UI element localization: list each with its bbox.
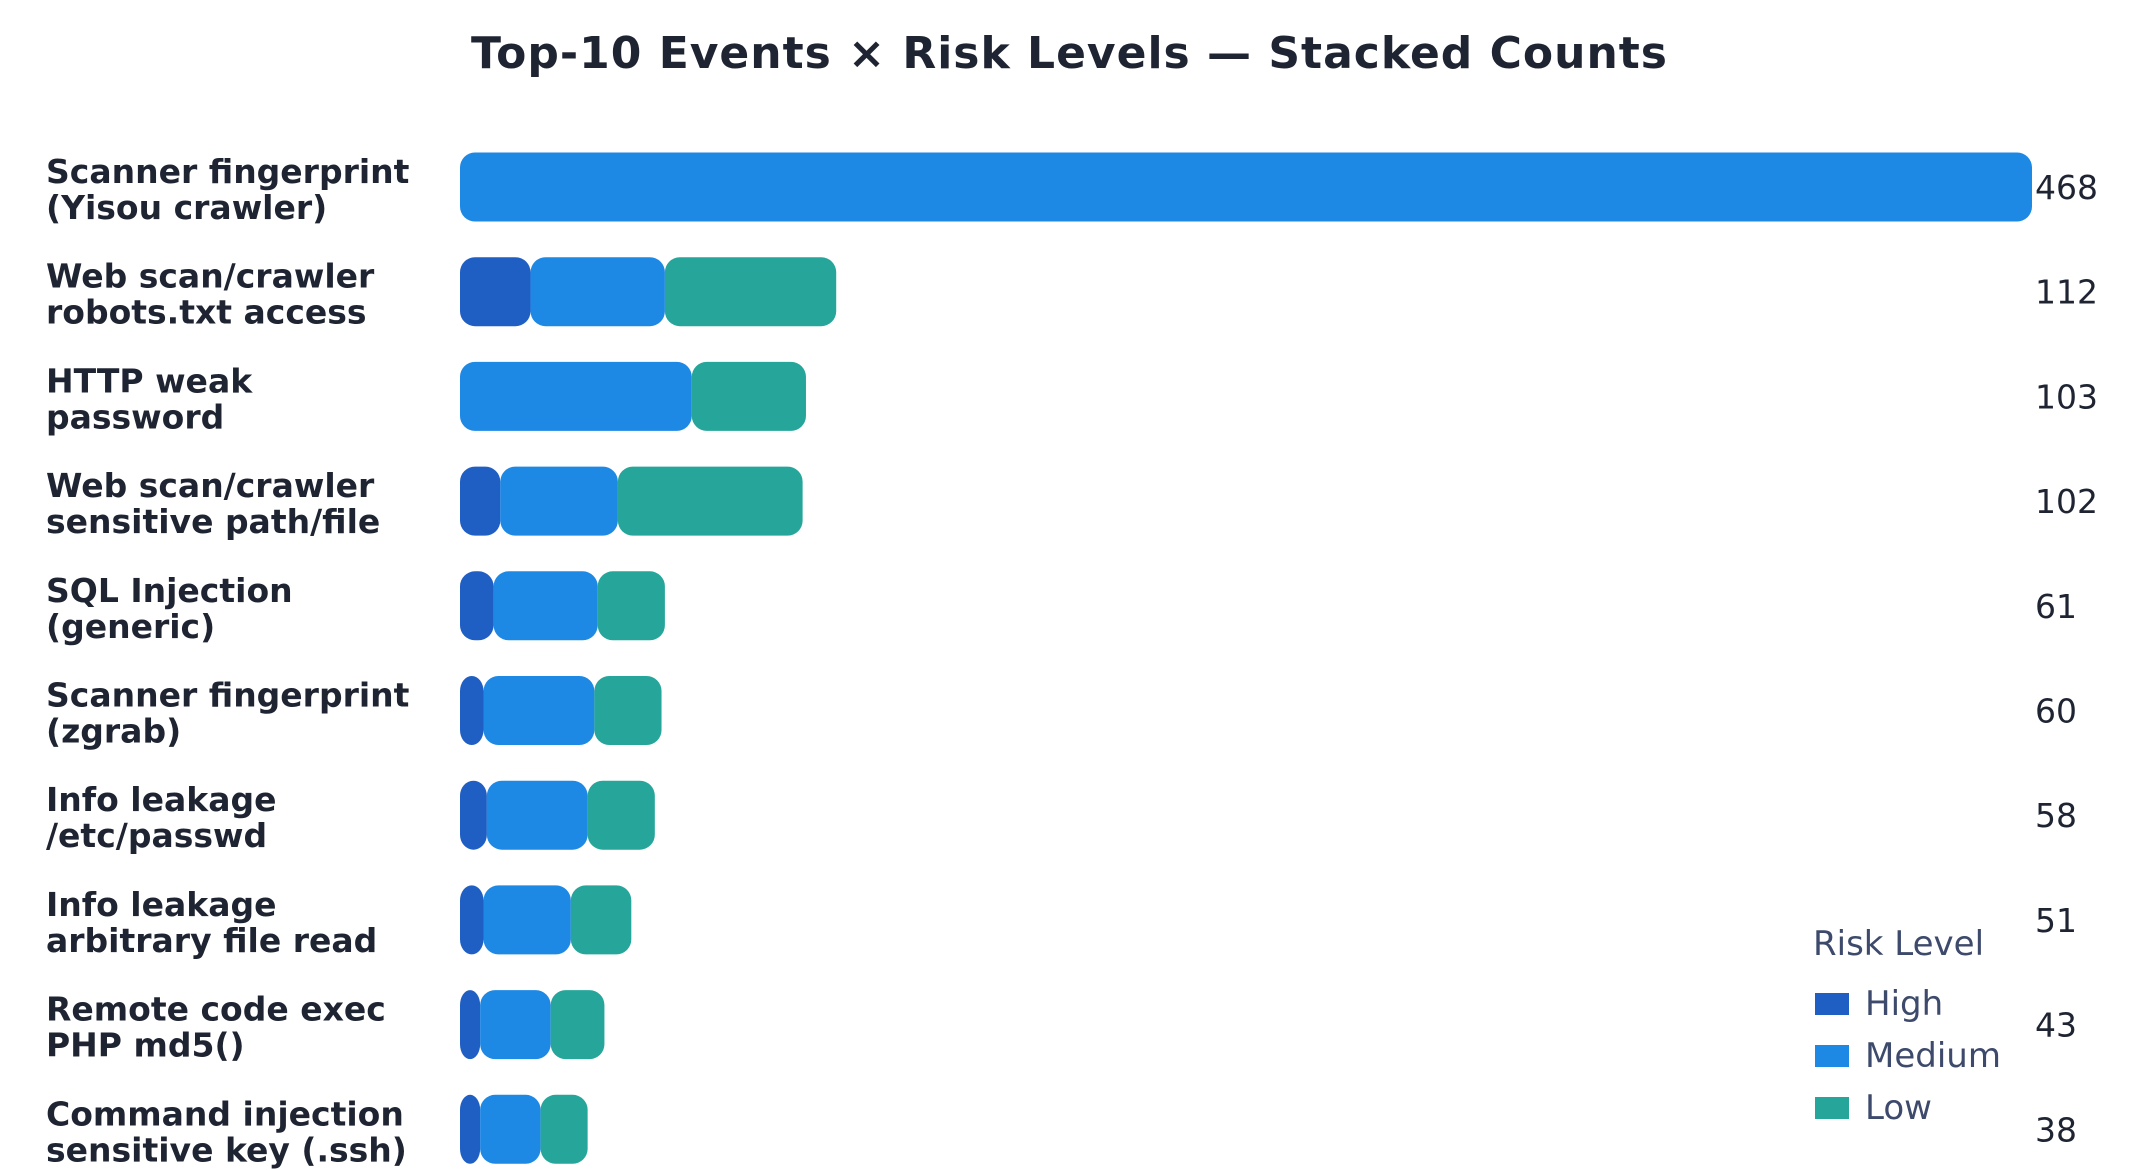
total-label: 58 xyxy=(2035,796,2077,835)
category-label-line: Info leakage xyxy=(46,885,276,924)
bar-group: Info leakage/etc/passwd 58 xyxy=(46,780,2077,855)
category-label: Web scan/crawler sensitive path/file xyxy=(46,466,380,541)
bar-segment-low xyxy=(664,257,837,327)
bar-segment-high xyxy=(460,676,484,745)
total-label: 61 xyxy=(2035,587,2077,626)
bar-segment-low xyxy=(587,780,655,850)
chart-title: Top-10 Events × Risk Levels — Stacked Co… xyxy=(470,28,1668,79)
bar-group: Web scan/crawler sensitive path/file 102 xyxy=(46,466,2098,541)
category-label-line: sensitive key (.ssh) xyxy=(46,1130,407,1169)
category-label-line: PHP md5() xyxy=(46,1026,245,1065)
total-label: 112 xyxy=(2035,273,2098,312)
bar-segment-high xyxy=(460,990,481,1060)
category-label-line: SQL Injection xyxy=(46,571,293,610)
bar-segment-low xyxy=(594,676,662,745)
category-label-line: /etc/passwd xyxy=(46,816,267,855)
bar-segment-low xyxy=(617,466,803,536)
category-label-line: Command injection xyxy=(46,1094,404,1133)
legend-title: Risk Level xyxy=(1813,924,1984,964)
bar-segment-medium xyxy=(460,361,692,431)
total-label: 468 xyxy=(2035,168,2098,207)
total-label: 103 xyxy=(2035,377,2098,416)
category-label-line: (generic) xyxy=(46,607,215,646)
bar-segment-medium xyxy=(500,466,618,536)
category-label: Scanner fingerprint (zgrab) xyxy=(46,676,410,751)
total-label: 60 xyxy=(2035,692,2077,731)
bar-group: Info leakage arbitrary file read 51 xyxy=(46,885,2077,960)
legend-swatch-low xyxy=(1815,1097,1849,1119)
bar-segment-medium xyxy=(460,152,2032,222)
category-label-line: HTTP weak xyxy=(46,361,253,400)
bar-group: Remote code exec PHP md5() 43 xyxy=(46,990,2077,1065)
category-label: Scanner fingerprint (Yisou crawler) xyxy=(46,152,410,227)
bar-segment-medium xyxy=(483,676,595,745)
bar-segment-low xyxy=(540,1094,588,1164)
bar-segment-medium xyxy=(483,885,571,955)
category-label-line: robots.txt access xyxy=(46,293,367,332)
bar-segment-low xyxy=(550,990,605,1060)
legend-label-low: Low xyxy=(1865,1088,1932,1128)
legend-swatch-medium xyxy=(1815,1045,1849,1067)
category-label: Command injection sensitive key (.ssh) xyxy=(46,1094,407,1169)
bar-segment-medium xyxy=(486,780,588,850)
legend-label-medium: Medium xyxy=(1865,1036,2001,1076)
category-label-line: Scanner fingerprint xyxy=(46,676,410,715)
bar-segment-medium xyxy=(530,257,665,327)
total-label: 102 xyxy=(2035,482,2098,521)
category-label: Info leakage/etc/passwd xyxy=(46,780,276,855)
category-label-line: Web scan/crawler xyxy=(46,257,375,296)
legend: Risk Level High Medium Low xyxy=(1813,924,2001,1128)
category-label: Remote code exec PHP md5() xyxy=(46,990,386,1065)
bar-segment-high xyxy=(460,466,501,536)
category-label-line: Remote code exec xyxy=(46,990,386,1029)
category-label-line: Web scan/crawler xyxy=(46,466,375,505)
category-label-line: password xyxy=(46,397,224,436)
bar-segment-medium xyxy=(480,990,551,1060)
bar-group: Web scan/crawler robots.txt access 112 xyxy=(46,257,2098,332)
category-label-line: (zgrab) xyxy=(46,712,181,751)
total-label: 51 xyxy=(2035,901,2077,940)
legend-label-high: High xyxy=(1865,984,1943,1024)
bar-group: HTTP weak password 103 xyxy=(46,361,2098,436)
bar-group: SQL Injection (generic) 61 xyxy=(46,571,2077,646)
category-label-line: Info leakage xyxy=(46,780,276,819)
category-label: SQL Injection (generic) xyxy=(46,571,293,646)
bar-group: Scanner fingerprint (Yisou crawler) 468 xyxy=(46,152,2098,227)
category-label-line: sensitive path/file xyxy=(46,502,380,541)
bar-group: Command injection sensitive key (.ssh) 38 xyxy=(46,1094,2077,1169)
bar-segment-high xyxy=(460,1094,481,1164)
category-label: HTTP weak password xyxy=(46,361,253,436)
bar-segment-high xyxy=(460,780,487,850)
category-label-line: (Yisou crawler) xyxy=(46,188,327,227)
category-label-line: arbitrary file read xyxy=(46,921,377,960)
total-label: 38 xyxy=(2035,1110,2077,1149)
category-label: Info leakage arbitrary file read xyxy=(46,885,377,960)
bar-segment-low xyxy=(691,361,806,431)
category-label-line: Scanner fingerprint xyxy=(46,152,410,191)
legend-swatch-high xyxy=(1815,993,1849,1015)
category-label: Web scan/crawler robots.txt access xyxy=(46,257,375,332)
bar-segment-high xyxy=(460,257,531,327)
total-label: 43 xyxy=(2035,1006,2077,1045)
bar-group: Scanner fingerprint (zgrab) 60 xyxy=(46,676,2077,751)
bar-segment-low xyxy=(570,885,632,955)
bar-segment-medium xyxy=(493,571,598,641)
bar-segment-high xyxy=(460,571,494,641)
bar-segment-low xyxy=(597,571,665,641)
bar-segment-medium xyxy=(480,1094,541,1164)
bar-segment-high xyxy=(460,885,484,955)
